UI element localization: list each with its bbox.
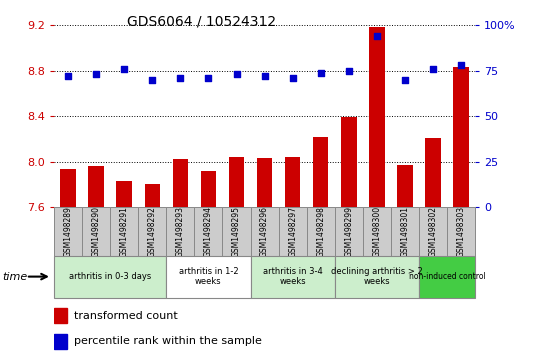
Text: arthritis in 0-3 days: arthritis in 0-3 days — [69, 272, 151, 281]
Point — [429, 66, 437, 72]
Bar — [60, 170, 76, 207]
Bar — [145, 184, 160, 207]
Bar — [447, 207, 475, 256]
Bar — [222, 207, 251, 256]
Text: GSM1498292: GSM1498292 — [148, 206, 157, 257]
Bar — [419, 256, 475, 298]
Point — [373, 33, 381, 39]
Text: GSM1498297: GSM1498297 — [288, 206, 297, 257]
Point — [288, 75, 297, 81]
Text: GSM1498289: GSM1498289 — [64, 206, 72, 257]
Bar — [369, 26, 384, 207]
Bar — [110, 207, 138, 256]
Bar — [363, 207, 391, 256]
Point — [120, 66, 129, 72]
Bar — [201, 171, 216, 207]
Bar — [173, 159, 188, 207]
Point — [64, 73, 72, 79]
Text: non-induced control: non-induced control — [409, 272, 485, 281]
Point — [457, 62, 465, 68]
Text: GSM1498302: GSM1498302 — [429, 206, 437, 257]
Text: arthritis in 1-2
weeks: arthritis in 1-2 weeks — [179, 267, 238, 286]
Bar — [251, 256, 335, 298]
Bar — [257, 158, 272, 207]
Bar — [89, 166, 104, 207]
Bar — [251, 207, 279, 256]
Bar — [82, 207, 110, 256]
Text: GSM1498293: GSM1498293 — [176, 206, 185, 257]
Text: declining arthritis > 2
weeks: declining arthritis > 2 weeks — [331, 267, 423, 286]
Bar — [54, 334, 68, 349]
Bar — [341, 117, 356, 207]
Text: GSM1498299: GSM1498299 — [345, 206, 353, 257]
Text: GSM1498294: GSM1498294 — [204, 206, 213, 257]
Point — [232, 72, 241, 77]
Bar — [138, 207, 166, 256]
Bar — [166, 207, 194, 256]
Bar — [54, 308, 68, 323]
Bar — [454, 68, 469, 207]
Text: GSM1498298: GSM1498298 — [316, 206, 325, 257]
Point — [345, 68, 353, 74]
Bar — [194, 207, 222, 256]
Text: GSM1498290: GSM1498290 — [92, 206, 100, 257]
Bar — [313, 136, 328, 207]
Bar — [335, 207, 363, 256]
Text: percentile rank within the sample: percentile rank within the sample — [74, 336, 262, 346]
Bar — [166, 256, 251, 298]
Bar — [117, 181, 132, 207]
Point — [204, 75, 213, 81]
Point — [260, 73, 269, 79]
Bar — [419, 207, 447, 256]
Text: GSM1498295: GSM1498295 — [232, 206, 241, 257]
Bar — [279, 207, 307, 256]
Bar — [285, 157, 300, 207]
Bar — [426, 138, 441, 207]
Point — [401, 77, 409, 83]
Text: GSM1498301: GSM1498301 — [401, 206, 409, 257]
Point — [148, 77, 157, 83]
Point — [176, 75, 185, 81]
Text: GSM1498296: GSM1498296 — [260, 206, 269, 257]
Text: GSM1498300: GSM1498300 — [373, 206, 381, 257]
Point — [316, 70, 325, 76]
Text: GSM1498303: GSM1498303 — [457, 206, 465, 257]
Text: transformed count: transformed count — [74, 311, 178, 321]
Text: GDS6064 / 10524312: GDS6064 / 10524312 — [127, 15, 276, 29]
Point — [92, 72, 100, 77]
Bar — [335, 256, 419, 298]
Bar — [54, 256, 166, 298]
Bar — [397, 165, 413, 207]
Text: arthritis in 3-4
weeks: arthritis in 3-4 weeks — [263, 267, 322, 286]
Bar — [229, 157, 244, 207]
Bar — [391, 207, 419, 256]
Bar — [54, 207, 82, 256]
Bar — [307, 207, 335, 256]
Text: GSM1498291: GSM1498291 — [120, 206, 129, 257]
Text: time: time — [3, 272, 28, 282]
